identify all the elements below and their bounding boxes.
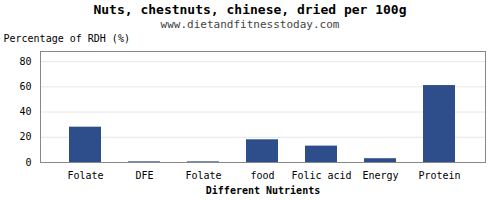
svg-text:Folate: Folate	[185, 170, 221, 181]
svg-text:60: 60	[19, 81, 31, 92]
svg-text:Percentage of RDH (%): Percentage of RDH (%)	[4, 33, 130, 44]
svg-text:80: 80	[19, 56, 31, 67]
svg-text:Different Nutrients: Different Nutrients	[206, 185, 320, 196]
svg-text:Folate: Folate	[67, 170, 103, 181]
svg-text:Folic acid: Folic acid	[291, 170, 351, 181]
svg-text:20: 20	[19, 131, 31, 142]
svg-text:Energy: Energy	[362, 170, 398, 181]
svg-text:Protein: Protein	[418, 170, 460, 181]
svg-text:food: food	[250, 170, 274, 181]
svg-text:DFE: DFE	[135, 170, 153, 181]
svg-text:0: 0	[25, 157, 31, 168]
html-text:www.dietandfitnesstoday.com: www.dietandfitnesstoday.com	[160, 18, 340, 31]
html-text:Nuts, chestnuts, chinese, drie: Nuts, chestnuts, chinese, dried per 100g	[93, 2, 407, 17]
svg-text:40: 40	[19, 106, 31, 117]
